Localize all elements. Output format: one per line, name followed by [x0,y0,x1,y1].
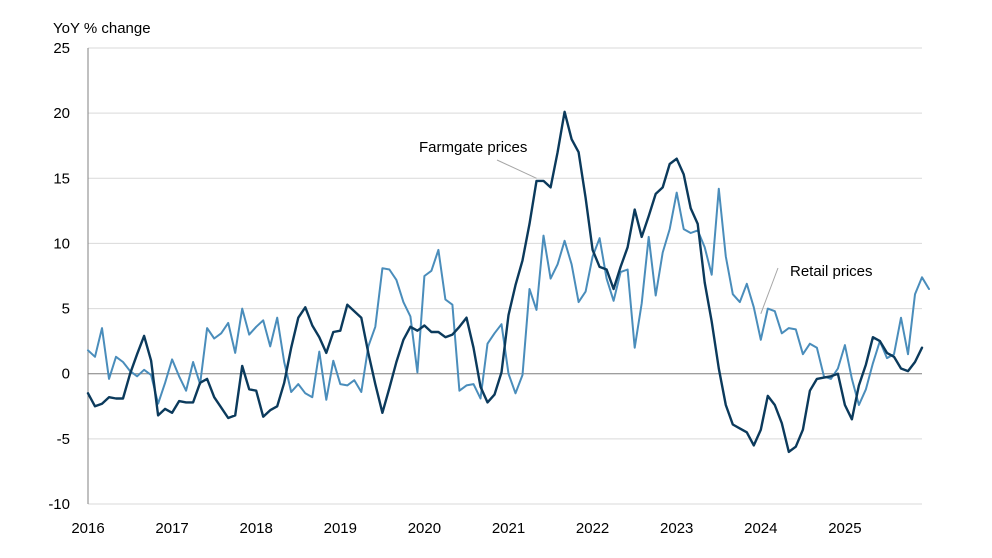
y-tick-label: 0 [62,366,70,383]
annotation-leader [496,159,537,179]
x-tick-labels: 2016 2017 2018 2019 2020 2021 2022 2023 2024 2025 [71,520,861,537]
y-tick-label: -5 [57,431,70,448]
x-tick-label: 2023 [660,520,693,537]
annotation-leader [760,267,779,314]
series-line-farmgate [86,110,924,454]
annotation-label-farmgate: Farmgate prices [419,139,527,156]
y-tick-label: 5 [62,301,70,318]
y-tick-label: 25 [53,40,70,57]
x-tick-label: 2024 [744,520,777,537]
x-tick-label: 2025 [828,520,861,537]
annotation-layer: Farmgate prices Retail prices [419,139,873,314]
y-tick-labels: 25 20 15 10 5 0 -5 -10 [48,40,70,513]
y-tick-label: 15 [53,170,70,187]
y-tick-label: -10 [48,496,70,513]
gridlines [88,47,922,505]
series-layer [86,110,930,454]
y-tick-label: 20 [53,105,70,122]
x-tick-label: 2020 [408,520,441,537]
x-tick-label: 2016 [71,520,104,537]
series-line-retail [87,187,930,406]
y-axis-title: YoY % change [53,20,151,37]
x-tick-label: 2017 [155,520,188,537]
x-tick-label: 2019 [324,520,357,537]
x-tick-label: 2021 [492,520,525,537]
x-tick-label: 2018 [240,520,273,537]
y-tick-label: 10 [53,235,70,252]
annotation-label-retail: Retail prices [790,263,873,280]
x-tick-label: 2022 [576,520,609,537]
